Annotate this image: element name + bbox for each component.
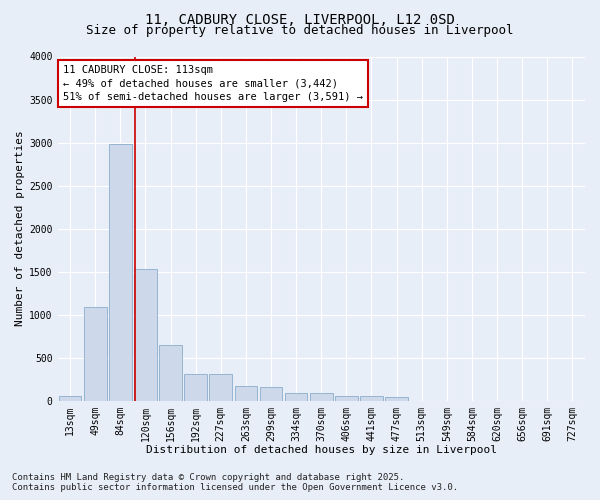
Bar: [209, 374, 232, 400]
Bar: [360, 396, 383, 400]
Y-axis label: Number of detached properties: Number of detached properties: [15, 130, 25, 326]
Bar: [159, 345, 182, 401]
Bar: [184, 374, 207, 400]
X-axis label: Distribution of detached houses by size in Liverpool: Distribution of detached houses by size …: [146, 445, 497, 455]
Text: Size of property relative to detached houses in Liverpool: Size of property relative to detached ho…: [86, 24, 514, 37]
Text: 11 CADBURY CLOSE: 113sqm
← 49% of detached houses are smaller (3,442)
51% of sem: 11 CADBURY CLOSE: 113sqm ← 49% of detach…: [63, 65, 363, 102]
Bar: [385, 398, 408, 400]
Bar: [235, 386, 257, 400]
Bar: [59, 396, 82, 400]
Bar: [260, 386, 283, 400]
Bar: [335, 396, 358, 400]
Text: 11, CADBURY CLOSE, LIVERPOOL, L12 0SD: 11, CADBURY CLOSE, LIVERPOOL, L12 0SD: [145, 12, 455, 26]
Text: Contains HM Land Registry data © Crown copyright and database right 2025.
Contai: Contains HM Land Registry data © Crown c…: [12, 473, 458, 492]
Bar: [285, 393, 307, 400]
Bar: [109, 144, 131, 400]
Bar: [84, 307, 107, 400]
Bar: [134, 269, 157, 400]
Bar: [310, 393, 332, 400]
